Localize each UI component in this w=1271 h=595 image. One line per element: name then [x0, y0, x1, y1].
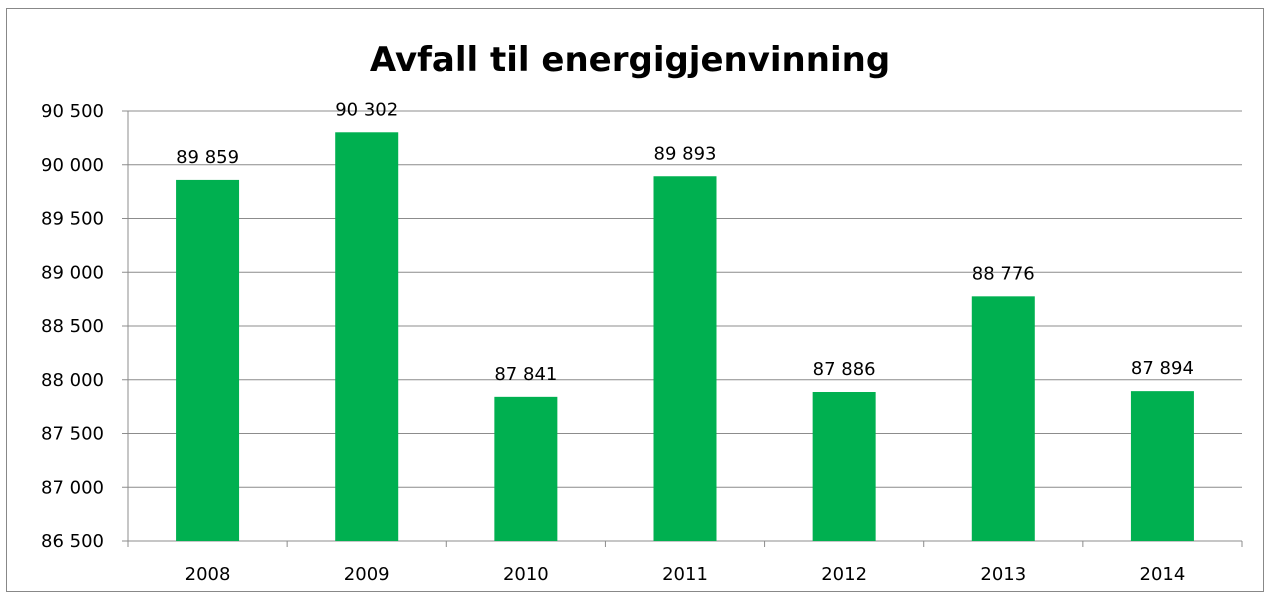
x-tick-label-2014: 2014 — [1140, 564, 1186, 585]
y-axis-ticks: 86 500 87 000 87 500 88 000 88 500 89 000 89 5… — [41, 101, 104, 552]
data-label-2011: 89 893 — [654, 143, 717, 164]
data-label-2012: 87 886 — [813, 359, 876, 380]
bar-2009 — [335, 132, 399, 541]
bar-2012 — [812, 392, 876, 541]
data-label-2014: 87 894 — [1131, 358, 1194, 379]
data-labels: 89 859 90 302 87 841 89 893 87 886 88 776 87 8… — [176, 99, 1194, 385]
y-tick-label: 87 500 — [41, 424, 104, 445]
y-tick-label: 88 000 — [41, 370, 104, 391]
bar-2013 — [971, 296, 1035, 541]
y-tick-label: 90 000 — [41, 155, 104, 176]
bar-2010 — [494, 396, 558, 541]
data-label-2013: 88 776 — [972, 263, 1035, 284]
bar-2008 — [176, 179, 240, 541]
x-tick-label-2013: 2013 — [980, 564, 1026, 585]
data-label-2010: 87 841 — [494, 364, 557, 385]
x-tick-label-2012: 2012 — [821, 564, 867, 585]
y-tick-label: 87 000 — [41, 477, 104, 498]
data-label-2008: 89 859 — [176, 147, 239, 168]
y-tick-label: 90 500 — [41, 101, 104, 122]
x-tick-label-2011: 2011 — [662, 564, 708, 585]
x-tick-label-2008: 2008 — [185, 564, 231, 585]
x-tick-label-2010: 2010 — [503, 564, 549, 585]
y-tick-label: 88 500 — [41, 316, 104, 337]
x-axis-ticks: 2008 2009 2010 2011 2012 2013 2014 — [185, 564, 1186, 585]
x-tick-label-2009: 2009 — [344, 564, 390, 585]
y-tick-label: 89 000 — [41, 262, 104, 283]
chart-title: Avfall til energigjenvinning — [370, 40, 890, 80]
y-tick-label: 89 500 — [41, 209, 104, 230]
y-tick-label: 86 500 — [41, 531, 104, 552]
bar-2011 — [653, 176, 717, 541]
bar-2014 — [1130, 391, 1194, 541]
bars — [176, 132, 1194, 541]
data-label-2009: 90 302 — [335, 99, 398, 120]
